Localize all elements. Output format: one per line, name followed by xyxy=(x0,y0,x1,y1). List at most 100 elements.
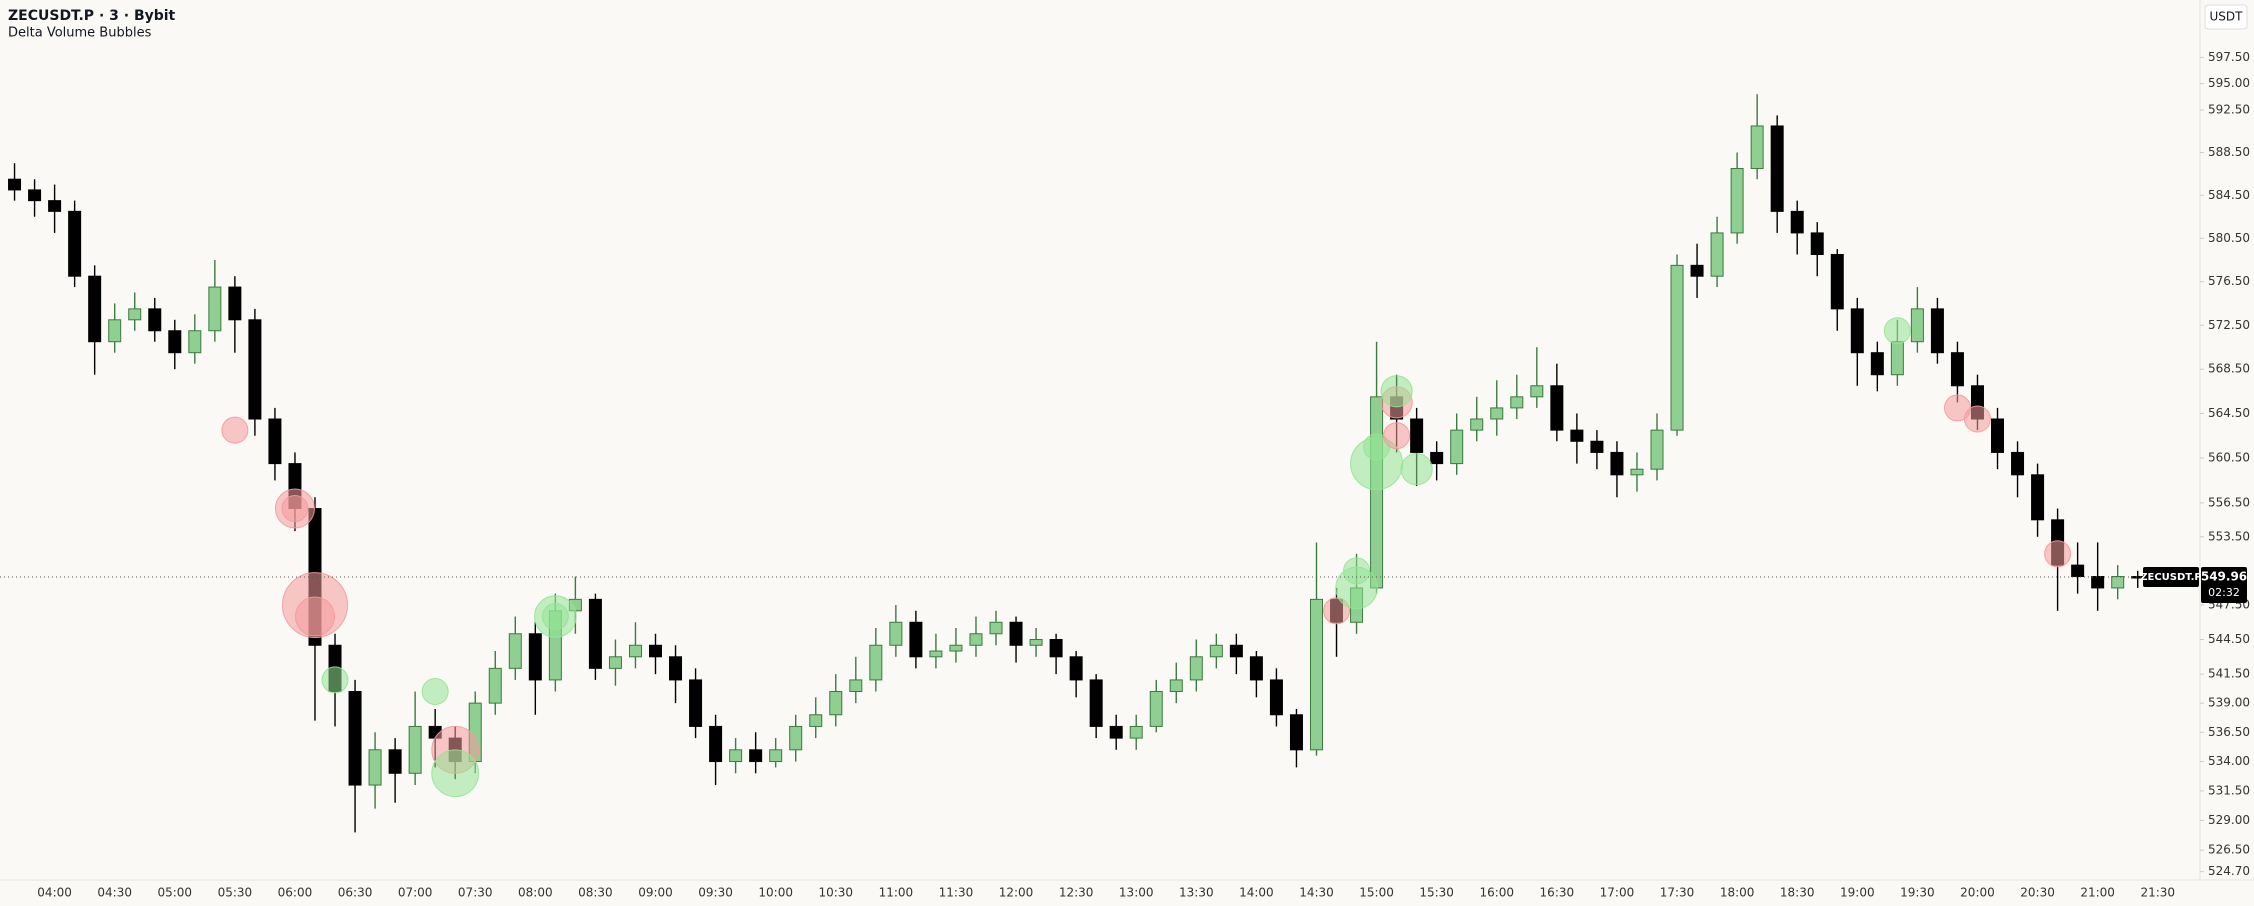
candle-body xyxy=(1049,639,1063,658)
candle-body xyxy=(1249,656,1263,681)
x-tick-label: 09:00 xyxy=(638,886,673,900)
candle-body xyxy=(829,691,843,716)
y-tick-label: 560.50 xyxy=(2208,451,2250,465)
candle-body xyxy=(1830,254,1844,310)
y-tick-label: 592.50 xyxy=(2208,103,2250,117)
candle-body xyxy=(408,725,422,774)
x-tick-label: 13:30 xyxy=(1179,886,1214,900)
delta-bubble xyxy=(1400,453,1433,486)
candle-body xyxy=(789,725,803,751)
x-tick-label: 20:30 xyxy=(2020,886,2055,900)
candle-body xyxy=(869,644,883,681)
x-tick-label: 13:00 xyxy=(1119,886,1154,900)
candle-body xyxy=(2091,576,2105,589)
candle-body xyxy=(669,656,683,681)
candle-body xyxy=(1430,451,1444,465)
x-tick-label: 16:00 xyxy=(1479,886,1514,900)
delta-bubble xyxy=(1883,317,1911,345)
candle-body xyxy=(388,749,402,774)
y-tick-label: 544.50 xyxy=(2208,632,2250,646)
candle-body xyxy=(1129,725,1143,739)
x-tick-label: 17:00 xyxy=(1600,886,1635,900)
candle-body xyxy=(128,308,142,321)
delta-bubble xyxy=(2044,540,2072,568)
candle-body xyxy=(1189,656,1203,681)
candle-body xyxy=(268,418,282,465)
candle-body xyxy=(849,679,863,693)
x-tick-label: 15:30 xyxy=(1419,886,1454,900)
indicator-name: Delta Volume Bubbles xyxy=(8,26,152,41)
candle-body xyxy=(1370,396,1384,589)
candle-body xyxy=(48,200,62,212)
x-tick-label: 05:00 xyxy=(157,886,192,900)
candle-body xyxy=(1610,451,1624,476)
x-tick-label: 18:00 xyxy=(1720,886,1755,900)
currency-button-label[interactable]: USDT xyxy=(2210,10,2244,24)
currency-button-box[interactable] xyxy=(2204,4,2248,30)
y-tick-label: 580.50 xyxy=(2208,231,2250,245)
y-tick-label: 556.50 xyxy=(2208,495,2250,509)
x-tick-label: 06:30 xyxy=(338,886,373,900)
delta-bubble xyxy=(421,678,449,706)
candle-body xyxy=(909,621,923,658)
x-tick-label: 09:30 xyxy=(698,886,733,900)
x-tick-label: 17:30 xyxy=(1660,886,1695,900)
y-tick-label: 564.50 xyxy=(2208,406,2250,420)
x-tick-label: 10:00 xyxy=(758,886,793,900)
x-tick-label: 14:30 xyxy=(1299,886,1334,900)
candle-body xyxy=(2071,564,2085,578)
candle-body xyxy=(1530,385,1544,398)
x-tick-label: 04:30 xyxy=(97,886,132,900)
candle-body xyxy=(749,749,763,763)
candle-body xyxy=(1810,232,1824,256)
candle-body xyxy=(1870,352,1884,376)
y-tick-label: 595.00 xyxy=(2208,76,2250,90)
candle-body xyxy=(1770,125,1784,212)
candle-body xyxy=(248,319,262,420)
x-tick-label: 19:00 xyxy=(1840,886,1875,900)
delta-bubble xyxy=(294,596,335,637)
x-tick-label: 04:00 xyxy=(37,886,72,900)
candle-body xyxy=(949,644,963,652)
x-tick-label: 06:00 xyxy=(278,886,313,900)
delta-bubble xyxy=(541,603,569,631)
y-tick-label: 541.50 xyxy=(2208,667,2250,681)
last-price-label: 549.96 xyxy=(2201,569,2247,583)
delta-bubble xyxy=(431,749,480,798)
candle-body xyxy=(989,621,1003,635)
x-tick-label: 07:30 xyxy=(458,886,493,900)
symbol-label-box xyxy=(2143,566,2199,587)
candle-body xyxy=(809,714,823,727)
candle-body xyxy=(1069,656,1083,681)
candle-body xyxy=(1410,418,1424,453)
candle-body xyxy=(2031,474,2045,521)
candle-body xyxy=(769,749,783,763)
candle-body xyxy=(1149,691,1163,727)
candle-body xyxy=(368,749,382,786)
candle-body xyxy=(889,621,903,646)
y-tick-label: 588.50 xyxy=(2208,145,2250,159)
candle-body xyxy=(1209,644,1223,658)
candle-body xyxy=(1490,407,1504,420)
x-tick-label: 10:30 xyxy=(818,886,853,900)
currency-button[interactable]: USDT xyxy=(2204,4,2248,30)
delta-bubble xyxy=(281,495,309,523)
candle-body xyxy=(1630,468,1644,476)
candle-body xyxy=(1550,385,1564,431)
x-tick-label: 05:30 xyxy=(218,886,253,900)
candle-body xyxy=(528,633,542,681)
candle-body xyxy=(1570,429,1584,442)
candle-body xyxy=(168,330,182,354)
candle-body xyxy=(709,725,723,763)
x-tick-label: 12:00 xyxy=(999,886,1034,900)
candle-body xyxy=(488,667,502,704)
candle-body xyxy=(2111,576,2125,589)
x-tick-label: 21:00 xyxy=(2080,886,2115,900)
y-tick-label: 534.00 xyxy=(2208,754,2250,768)
delta-bubble xyxy=(221,416,249,444)
x-tick-label: 14:00 xyxy=(1239,886,1274,900)
candle-body xyxy=(208,286,222,332)
x-tick-label: 11:00 xyxy=(879,886,914,900)
y-tick-label: 539.00 xyxy=(2208,696,2250,710)
candle-body xyxy=(8,178,22,191)
